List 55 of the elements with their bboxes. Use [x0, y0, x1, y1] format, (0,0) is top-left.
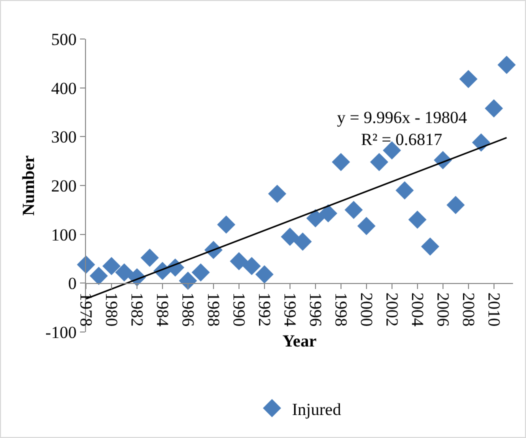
y-tick-label: 200 — [51, 176, 77, 196]
x-tick-label: 2002 — [382, 292, 402, 327]
x-tick-label: 2010 — [484, 292, 504, 327]
y-axis-title: Number — [18, 154, 38, 216]
point — [421, 237, 440, 256]
x-tick-label: 2000 — [356, 292, 376, 327]
point — [255, 265, 274, 284]
point — [446, 196, 465, 214]
point — [115, 263, 134, 282]
x-tick-label: 1984 — [152, 292, 172, 328]
point — [344, 200, 363, 220]
y-tick-label: 400 — [51, 78, 77, 98]
x-tick-label: 1978 — [76, 292, 96, 327]
point — [90, 266, 108, 285]
point — [140, 248, 159, 267]
x-axis-title: Year — [282, 331, 317, 350]
legend-label: Injured — [292, 400, 342, 419]
x-tick-label: 1998 — [331, 292, 350, 327]
x-tick-label: 2004 — [408, 292, 427, 328]
x-tick-label: 1992 — [254, 292, 274, 327]
x-tick-label: 1996 — [306, 292, 325, 327]
x-tick-label: 1994 — [280, 292, 300, 328]
annotation: y = 9.996x - 19804 — [337, 108, 468, 127]
point — [319, 204, 338, 222]
point — [102, 256, 121, 276]
point — [484, 99, 503, 118]
point — [332, 152, 350, 172]
x-tick-label: 1990 — [229, 292, 248, 327]
y-tick-label: 0 — [68, 274, 77, 294]
point — [280, 228, 300, 246]
x-tick-label: 1988 — [204, 292, 223, 327]
x-tick-label: 2008 — [458, 292, 478, 327]
y-tick-label: -100 — [45, 322, 77, 342]
point — [230, 252, 248, 270]
y-tick-label: 300 — [51, 128, 77, 147]
point — [217, 215, 236, 234]
point — [268, 184, 286, 203]
point — [498, 56, 516, 74]
annotation: R² = 0.6817 — [361, 130, 443, 149]
point — [357, 216, 376, 236]
point — [306, 209, 325, 228]
point — [178, 272, 198, 290]
x-tick-label: 1986 — [178, 292, 198, 327]
x-tick-label: 1980 — [102, 292, 121, 327]
x-tick-label: 1982 — [127, 292, 146, 327]
y-tick-label: 100 — [51, 225, 77, 244]
point — [396, 181, 414, 200]
point — [294, 232, 312, 251]
point — [459, 70, 478, 88]
y-tick-label: 500 — [51, 30, 77, 49]
point — [370, 152, 388, 172]
x-tick-label: 2006 — [433, 292, 452, 327]
point — [408, 210, 426, 229]
point — [242, 256, 261, 276]
point — [192, 263, 210, 282]
